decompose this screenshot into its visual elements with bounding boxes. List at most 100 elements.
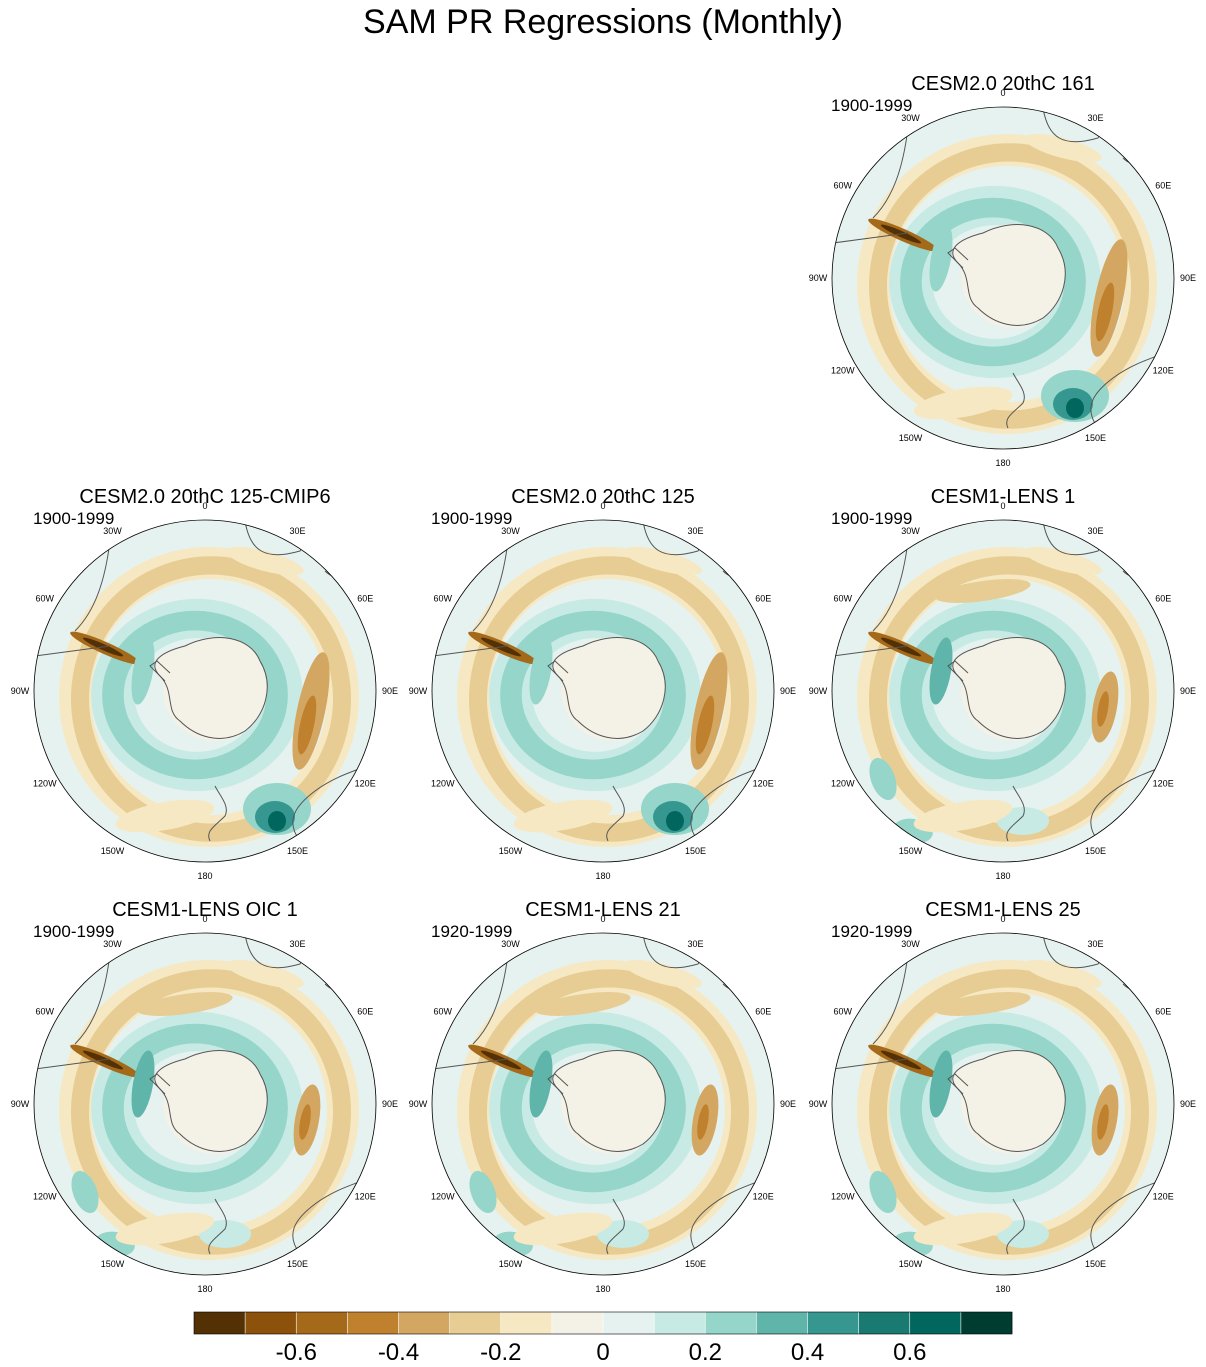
map-border (831, 932, 1175, 1276)
colorbar-tick-label: 0 (596, 1339, 609, 1366)
colorbar-swatch (194, 1312, 246, 1334)
colorbar-tick-label: -0.6 (276, 1339, 317, 1366)
colorbar-swatch (807, 1312, 859, 1334)
map-border (831, 519, 1175, 863)
longitude-label: 90W (409, 1099, 428, 1109)
longitude-label: 150E (685, 1259, 706, 1269)
longitude-label: 120W (831, 366, 855, 376)
longitude-label: 30E (687, 526, 703, 536)
longitude-label: 150E (287, 846, 308, 856)
longitude-label: 0 (1000, 914, 1005, 924)
colorbar-tick-label: 0.2 (689, 1339, 722, 1366)
panel-period: 1900-1999 (831, 96, 912, 115)
longitude-label: 30E (289, 939, 305, 949)
panel-period: 1900-1999 (831, 509, 912, 528)
longitude-label: 120E (753, 1192, 774, 1202)
panel-title: CESM1-LENS OIC 1 (112, 899, 298, 921)
longitude-label: 150W (899, 1259, 923, 1269)
longitude-label: 30W (901, 526, 920, 536)
map-panels: CESM2.0 20thC 1611900-1999030E60E90E120E… (11, 73, 1196, 1294)
map-field (832, 107, 1174, 449)
panel-period: 1900-1999 (33, 922, 114, 941)
longitude-label: 30E (1087, 526, 1103, 536)
panel-title: CESM1-LENS 1 (931, 486, 1076, 508)
longitude-label: 150W (499, 1259, 523, 1269)
longitude-label: 60E (357, 594, 373, 604)
longitude-label: 90W (809, 686, 828, 696)
colorbar-swatch (858, 1312, 911, 1334)
panel-title: CESM1-LENS 25 (925, 899, 1081, 921)
longitude-label: 30W (901, 939, 920, 949)
longitude-label: 0 (1000, 501, 1005, 511)
longitude-label: 120E (1153, 779, 1174, 789)
longitude-label: 90E (1180, 1099, 1196, 1109)
panel-period: 1920-1999 (431, 922, 512, 941)
colorbar-swatch (347, 1312, 399, 1334)
longitude-label: 150W (101, 1259, 125, 1269)
longitude-label: 90E (382, 686, 398, 696)
longitude-label: 60E (755, 594, 771, 604)
longitude-label: 60W (36, 594, 55, 604)
longitude-label: 150W (899, 846, 923, 856)
map-panel: CESM1-LENS 21 1920-1999 0 30E 60E 90E 120E 150E… (409, 899, 796, 1294)
panel-title: CESM2.0 20thC 125-CMIP6 (79, 486, 330, 508)
longitude-label: 30W (501, 526, 520, 536)
longitude-label: 60W (36, 1007, 55, 1017)
map-field (34, 520, 376, 862)
longitude-label: 150W (101, 846, 125, 856)
longitude-label: 90W (809, 1099, 828, 1109)
colorbar-swatch (756, 1312, 808, 1334)
colorbar-swatch (551, 1312, 604, 1334)
colorbar-frame (193, 1311, 1013, 1335)
longitude-label: 60E (1155, 181, 1171, 191)
longitude-label: 90E (780, 1099, 796, 1109)
longitude-label: 150W (899, 433, 923, 443)
longitude-label: 120W (431, 779, 455, 789)
longitude-label: 120E (1153, 1192, 1174, 1202)
longitude-label: 30W (901, 113, 920, 123)
panel-title: CESM1-LENS 21 (525, 899, 681, 921)
colorbar-swatch (449, 1312, 502, 1334)
longitude-label: 120W (33, 1192, 57, 1202)
longitude-label: 120W (431, 1192, 455, 1202)
panel-title: CESM2.0 20thC 161 (911, 73, 1094, 95)
longitude-label: 0 (600, 914, 605, 924)
longitude-label: 180 (595, 871, 610, 881)
panel-period: 1900-1999 (33, 509, 114, 528)
longitude-label: 60E (357, 1007, 373, 1017)
map-field (432, 520, 774, 862)
longitude-label: 90W (809, 273, 828, 283)
longitude-label: 30W (103, 939, 122, 949)
colorbar-swatch (909, 1312, 962, 1334)
longitude-label: 120E (753, 779, 774, 789)
longitude-label: 30W (103, 526, 122, 536)
longitude-label: 60W (834, 181, 853, 191)
longitude-label: 0 (202, 914, 207, 924)
longitude-label: 90W (11, 686, 30, 696)
longitude-label: 30E (687, 939, 703, 949)
colorbar-tick-label: -0.2 (480, 1339, 521, 1366)
longitude-label: 180 (197, 871, 212, 881)
panel-period: 1920-1999 (831, 922, 912, 941)
longitude-label: 0 (202, 501, 207, 511)
longitude-label: 180 (995, 1284, 1010, 1294)
longitude-label: 120E (355, 779, 376, 789)
longitude-label: 150E (1085, 1259, 1106, 1269)
longitude-label: 180 (995, 458, 1010, 468)
longitude-label: 120W (831, 1192, 855, 1202)
longitude-label: 30E (1087, 939, 1103, 949)
longitude-label: 0 (600, 501, 605, 511)
longitude-label: 90E (382, 1099, 398, 1109)
map-field (832, 933, 1174, 1275)
map-border (831, 106, 1175, 450)
panel-title: CESM2.0 20thC 125 (511, 486, 694, 508)
longitude-label: 150W (499, 846, 523, 856)
colorbar-tick-label: 0.4 (791, 1339, 824, 1366)
colorbar-tick-label: 0.6 (893, 1339, 926, 1366)
longitude-label: 30W (501, 939, 520, 949)
map-border (33, 932, 377, 1276)
map-border (431, 519, 775, 863)
